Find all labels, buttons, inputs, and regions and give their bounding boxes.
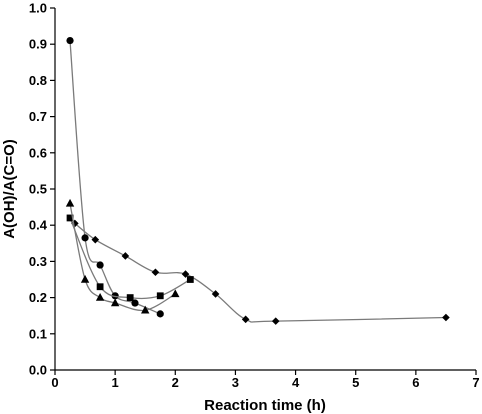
y-axis-title: A(OH)/A(C=O): [1, 139, 18, 239]
data-point-triangle: [65, 198, 75, 207]
data-point-diamond: [181, 270, 190, 278]
data-point-diamond: [71, 219, 79, 228]
data-point-diamond: [211, 290, 220, 298]
data-point-diamond: [241, 315, 250, 324]
y-tick-label: 0.3: [29, 254, 47, 269]
x-tick-label: 6: [412, 375, 419, 390]
data-point-circle: [156, 310, 164, 318]
y-tick-label: 0.9: [29, 37, 47, 52]
plot-area: [54, 8, 476, 371]
y-tick-label: 0.0: [29, 363, 47, 378]
x-tick-label: 7: [472, 375, 479, 390]
x-tick-label: 4: [292, 375, 300, 390]
data-point-triangle: [95, 293, 105, 301]
y-tick-label: 1.0: [29, 1, 47, 16]
data-point-square: [156, 292, 164, 300]
x-tick-label: 1: [112, 375, 119, 390]
data-point-triangle: [110, 298, 120, 307]
y-tick-label: 0.7: [29, 109, 47, 124]
data-point-diamond: [442, 313, 450, 322]
y-tick-label: 0.8: [29, 73, 47, 88]
data-point-square: [66, 214, 74, 222]
data-point-diamond: [121, 252, 130, 260]
y-tick-label: 0.4: [29, 218, 48, 233]
x-tick-label: 2: [172, 375, 179, 390]
x-tick-label: 5: [352, 375, 359, 390]
data-point-triangle: [171, 289, 180, 298]
y-tick-label: 0.2: [29, 290, 47, 305]
y-ticks: 0.0 0.1 0.2 0.3 0.4 0.5 0.6 0.7 0.8 0.9 1.0: [29, 1, 55, 378]
data-point-diamond: [91, 235, 100, 244]
y-tick-label: 0.5: [29, 182, 47, 197]
data-point-circle: [96, 261, 104, 269]
series-triangle: [65, 198, 180, 314]
data-point-square: [186, 276, 194, 283]
series-square: [66, 214, 194, 301]
y-tick-label: 0.1: [29, 326, 47, 341]
series-diamond: [71, 219, 450, 325]
x-ticks: 0 1 2 3 4 5 6 7: [51, 370, 480, 390]
data-point-diamond: [271, 317, 280, 325]
series-circle: [66, 36, 164, 318]
data-point-circle: [111, 292, 119, 300]
data-point-square: [126, 294, 134, 301]
series-layer: [65, 36, 450, 325]
x-axis-title: Reaction time (h): [204, 397, 326, 414]
y-tick-label: 0.6: [29, 145, 47, 160]
data-point-triangle: [141, 305, 150, 314]
data-point-square: [96, 283, 104, 291]
x-tick-label: 3: [232, 375, 239, 390]
data-point-diamond: [151, 268, 160, 277]
data-point-circle: [66, 36, 74, 45]
data-point-triangle: [80, 274, 90, 283]
data-point-circle: [131, 299, 139, 307]
data-point-circle: [81, 234, 89, 242]
series-line-diamond: [74, 222, 446, 323]
x-tick-label: 0: [51, 375, 58, 390]
